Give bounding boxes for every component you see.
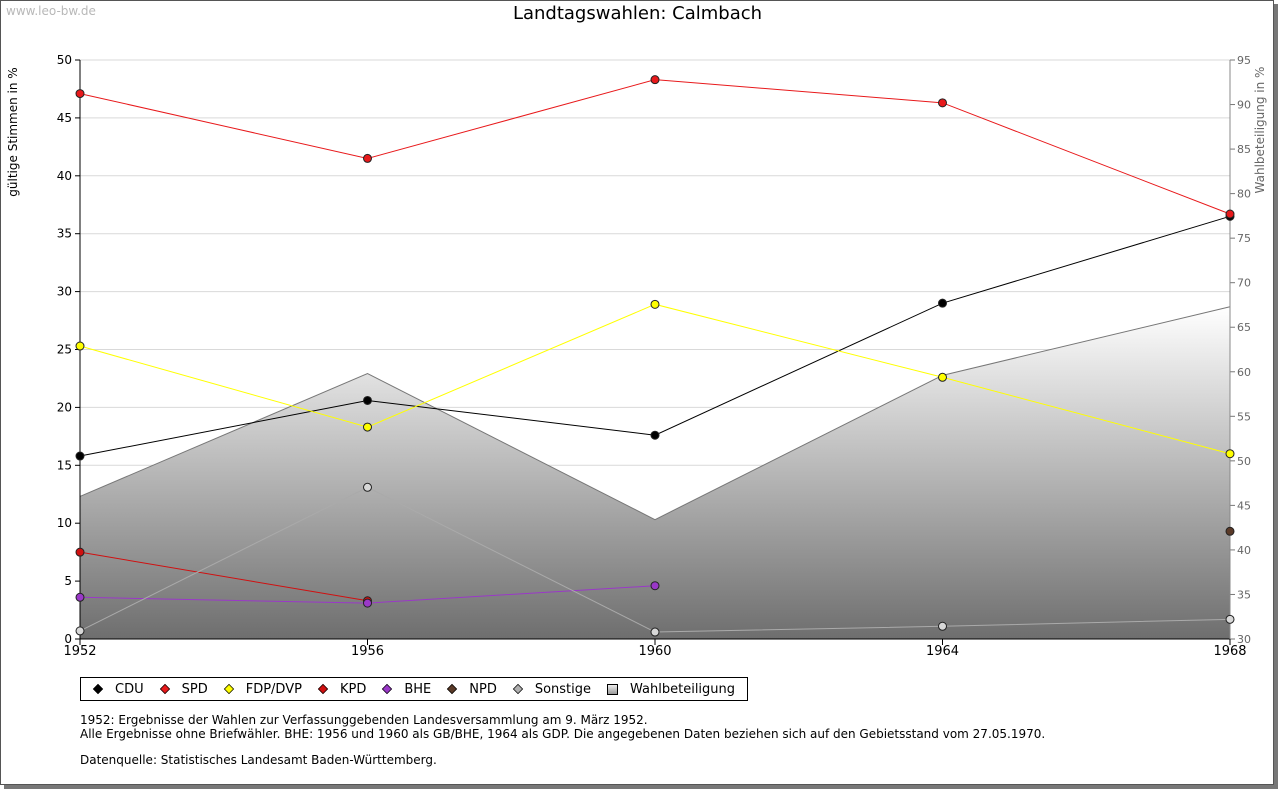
chart-title: Landtagswahlen: Calmbach <box>512 3 763 24</box>
legend-label-npd: NPD <box>469 681 497 697</box>
legend-item-wahlbeteiligung: Wahlbeteiligung <box>607 682 735 697</box>
legend-item-fdp-dvp: FDP/DVP <box>223 681 302 697</box>
y-axis-label: gültige Stimmen in % <box>6 67 20 196</box>
y2-axis-label: Wahlbeteiligung in % <box>1253 67 1267 194</box>
legend-label-fdp-dvp: FDP/DVP <box>245 681 302 697</box>
point-sonstige-1956 <box>363 482 372 492</box>
point-cdu-1960 <box>650 430 660 440</box>
point-kpd-1952 <box>75 547 85 557</box>
note-line-2: Alle Ergebnisse ohne Briefwähler. BHE: 1… <box>80 727 1046 741</box>
legend-marker-fdp-dvp <box>223 683 234 695</box>
y-tick-label: 35 <box>57 227 72 241</box>
point-cdu-1964 <box>938 298 947 308</box>
chart-plot: 0 5 10 15 20 25 30 35 40 45 50 30 35 40 45 50 55 60 65 70 75… <box>6 53 1267 659</box>
y2-tick-label: 45 <box>1237 499 1251 512</box>
y2-tick-label: 75 <box>1237 232 1251 245</box>
y-tick-label: 45 <box>57 111 72 125</box>
legend-item-bhe: BHE <box>382 682 431 697</box>
y2-tick-label: 30 <box>1237 633 1251 646</box>
point-bhe-1956 <box>363 598 372 608</box>
legend-item-sonstige: Sonstige <box>512 681 592 697</box>
x-tick-label: 1956 <box>351 644 384 659</box>
source-note: Datenquelle: Statistisches Landesamt Bad… <box>80 753 437 767</box>
y2-tick-label: 65 <box>1237 321 1251 334</box>
point-spd-1964 <box>938 98 947 108</box>
y-tick-label: 20 <box>57 400 72 414</box>
point-fdp-dvp-1956 <box>363 422 372 432</box>
y-tick-label: 50 <box>57 53 72 67</box>
legend-marker-kpd <box>317 683 329 695</box>
y2-tick-label: 35 <box>1237 588 1251 601</box>
point-sonstige-1964 <box>938 621 947 631</box>
x-tick-label: 1960 <box>638 644 671 659</box>
legend-marker-npd <box>447 683 458 695</box>
y-tick-label: 0 <box>64 632 72 646</box>
y-tick-label: 5 <box>64 574 72 588</box>
note-line-1: 1952: Ergebnisse der Wahlen zur Verfassu… <box>80 713 648 727</box>
legend-marker-wahlbeteiligung <box>607 683 619 695</box>
point-bhe-1952 <box>75 592 85 602</box>
y-tick-label: 40 <box>57 169 72 183</box>
legend: CDU SPD FDP/DVP KPD BHE NPD Sonstige Wahlbeteil… <box>80 677 749 701</box>
series-area-wahlbeteiligung <box>80 306 1230 639</box>
point-bhe-1960 <box>650 581 660 591</box>
y2-tick-label: 95 <box>1237 54 1251 67</box>
point-fdp-dvp-1960 <box>650 299 660 309</box>
x-tick-label: 1968 <box>1213 644 1246 659</box>
legend-label-spd: SPD <box>181 681 208 697</box>
point-fdp-dvp-1952 <box>75 341 85 351</box>
point-spd-1952 <box>75 89 85 99</box>
x-tick-label: 1952 <box>63 644 96 659</box>
footnotes: 1952: Ergebnisse der Wahlen zur Verfassu… <box>80 713 1045 767</box>
y-tick-label: 25 <box>57 343 72 357</box>
legend-marker-cdu <box>92 683 104 695</box>
point-fdp-dvp-1968 <box>1225 449 1235 459</box>
series-line-kpd <box>79 551 368 602</box>
y2-tick-label: 55 <box>1237 410 1251 423</box>
legend-item-spd: SPD <box>159 681 208 697</box>
point-sonstige-1968 <box>1225 614 1235 624</box>
series-area-edge-wahlbeteiligung <box>79 306 1231 521</box>
x-tick-label: 1964 <box>926 644 959 659</box>
y2-tick-label: 85 <box>1237 143 1251 156</box>
point-sonstige-1952 <box>75 626 85 636</box>
legend-marker-sonstige <box>512 683 523 695</box>
y-tick-label: 10 <box>57 516 72 530</box>
legend-label-cdu: CDU <box>115 681 144 697</box>
legend-label-sonstige: Sonstige <box>534 681 592 697</box>
legend-marker-spd <box>159 683 170 695</box>
legend-label-bhe: BHE <box>404 681 432 697</box>
point-sonstige-1960 <box>650 627 660 637</box>
y2-tick-label: 40 <box>1237 544 1251 557</box>
point-spd-1960 <box>650 75 660 85</box>
y-tick-label: 30 <box>57 285 72 299</box>
watermark: www.leo-bw.de <box>6 4 96 18</box>
point-spd-1968 <box>1225 209 1235 219</box>
series-line-spd <box>79 79 1231 215</box>
y2-tick-label: 70 <box>1237 277 1251 290</box>
legend-label-wahlbeteiligung: Wahlbeteiligung <box>630 681 736 697</box>
y2-tick-label: 90 <box>1237 99 1251 112</box>
legend-item-cdu: CDU <box>92 681 144 697</box>
legend-marker-bhe <box>382 683 393 695</box>
y2-tick-label: 60 <box>1237 366 1251 379</box>
legend-item-npd: NPD <box>447 682 497 697</box>
point-cdu-1956 <box>363 395 372 405</box>
y2-tick-label: 50 <box>1237 455 1251 468</box>
legend-label-kpd: KPD <box>339 681 367 697</box>
series-markers <box>75 75 1235 637</box>
y2-tick-label: 80 <box>1237 188 1251 201</box>
point-npd-1968 <box>1225 526 1235 536</box>
point-cdu-1952 <box>75 451 85 461</box>
point-spd-1956 <box>363 153 372 163</box>
turnout-area <box>79 306 1231 639</box>
point-fdp-dvp-1964 <box>938 372 947 382</box>
y-tick-label: 15 <box>57 458 72 472</box>
legend-item-kpd: KPD <box>317 681 367 697</box>
